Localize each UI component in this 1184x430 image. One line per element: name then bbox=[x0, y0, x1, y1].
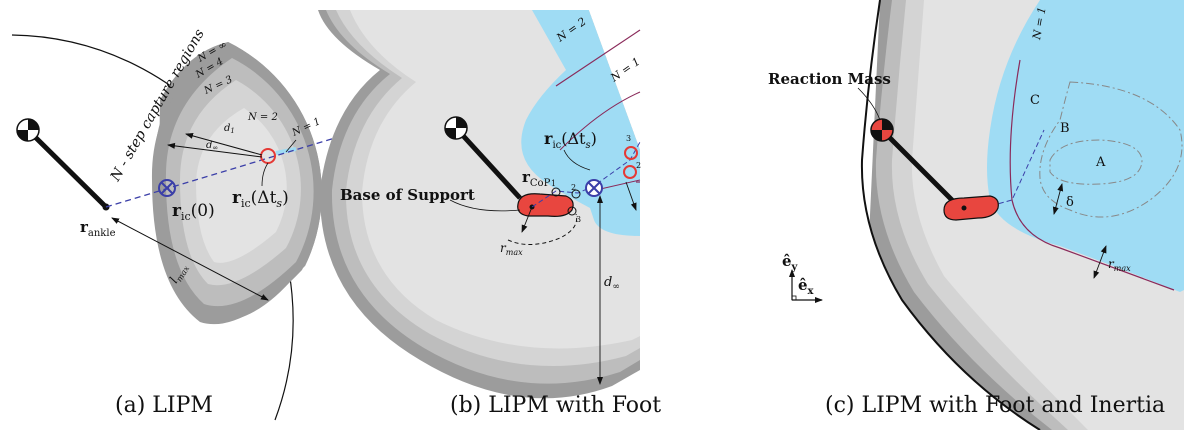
icp-predicted-b-2 bbox=[623, 165, 637, 179]
d1-arrow bbox=[185, 132, 263, 156]
rmax-arrow-b bbox=[521, 206, 533, 233]
ic-dashed-c bbox=[967, 129, 1045, 213]
label-n1-c: N = 1 bbox=[1030, 6, 1049, 42]
cop-candidate-1 bbox=[551, 187, 561, 197]
ric-dt-leader bbox=[261, 162, 269, 187]
d0-arrow bbox=[625, 181, 637, 211]
rmax-arrow-c bbox=[1093, 245, 1107, 279]
com-marker-b-q2 bbox=[445, 128, 456, 139]
pendulum-rod-c bbox=[880, 128, 962, 210]
label-rcop: rCoP bbox=[522, 168, 551, 189]
n1-leader bbox=[285, 139, 297, 153]
cop-candidate-2 bbox=[571, 189, 581, 199]
com-marker-c-q2 bbox=[871, 130, 882, 141]
foot-pt2: 2 bbox=[571, 183, 576, 192]
capture-region-c-n1 bbox=[987, 0, 1184, 292]
dinf-arrow bbox=[167, 142, 263, 158]
base-leader bbox=[449, 199, 521, 212]
label-base-of-support: Base of Support bbox=[340, 186, 475, 204]
pendulum-rod bbox=[26, 128, 108, 209]
icp-pt3: 3 bbox=[626, 134, 631, 143]
label-a: A bbox=[1095, 155, 1106, 170]
label-dinf: d∞ bbox=[206, 140, 218, 152]
caption-c: (c) LIPM with Foot and Inertia bbox=[825, 393, 1166, 418]
axis-ex-label-2: êx bbox=[798, 276, 815, 297]
label-rmax-c: rmax bbox=[1108, 257, 1131, 273]
caption-a: (a) LIPM bbox=[115, 393, 213, 418]
label-rmax-b: rmax bbox=[500, 241, 523, 257]
n1-boundary-c bbox=[1009, 59, 1175, 291]
foot-pt1: 1 bbox=[551, 179, 556, 188]
lmax-dimension bbox=[111, 217, 269, 301]
pendulum-rod-b bbox=[454, 126, 522, 200]
com-marker-b-q1 bbox=[456, 117, 467, 128]
foot-base-of-support bbox=[517, 193, 574, 217]
label-ric-dt: ric(Δts) bbox=[232, 188, 289, 210]
label-reaction-mass: Reaction Mass bbox=[768, 70, 891, 88]
label-b: B bbox=[1060, 121, 1070, 136]
label-d1: d1 bbox=[224, 123, 235, 135]
label-dinf-b: d∞ bbox=[604, 275, 620, 292]
icp-direction-line bbox=[105, 133, 349, 208]
axis-ey-label-2: êy bbox=[782, 252, 799, 273]
label-c: C bbox=[1030, 93, 1040, 108]
region-a-loop bbox=[1049, 139, 1143, 185]
rmax-arc bbox=[507, 213, 578, 245]
icp-pt2: 2 bbox=[636, 161, 641, 170]
boundary-c-outer bbox=[860, 0, 1041, 430]
caption-b: (b) LIPM with Foot bbox=[450, 393, 662, 418]
label-ric-dt-b: ric(Δts) bbox=[544, 129, 597, 151]
com-marker-c-q1 bbox=[882, 119, 893, 130]
icp-predicted-b-3 bbox=[624, 146, 638, 160]
n1-boundary-upper bbox=[555, 29, 641, 87]
foot-c-center bbox=[961, 205, 967, 211]
icp-current-b-icon bbox=[585, 179, 603, 197]
reaction-mass-leader bbox=[857, 87, 881, 121]
label-ric0: ric(0) bbox=[172, 201, 215, 223]
com-marker-quadrant-2 bbox=[17, 130, 28, 141]
axes-icon-2: êy êx bbox=[782, 252, 823, 303]
panel-a: N - step capture regions N = ∞ N = 4 N =… bbox=[11, 26, 349, 421]
com-marker-quadrant-1 bbox=[28, 119, 39, 130]
n1-capture-segment bbox=[275, 147, 297, 155]
foot-c bbox=[943, 195, 999, 221]
panel-b: 1 2 3 3 2 d∞ N = 2 N = 1 ric(Δts) rCoP B… bbox=[318, 10, 643, 399]
label-delta: δ bbox=[1066, 195, 1074, 210]
ic-path-lower bbox=[595, 179, 641, 191]
icp-initial-icon bbox=[158, 179, 176, 197]
foot-pt3: 3 bbox=[576, 215, 581, 224]
label-n2: N = 2 bbox=[247, 112, 278, 123]
label-n1-b: N = 1 bbox=[607, 55, 642, 85]
region-b-loop bbox=[1039, 81, 1183, 218]
ic-path-upper bbox=[559, 91, 641, 151]
cop-candidate-3 bbox=[567, 206, 577, 216]
label-rankle: rankle bbox=[80, 218, 116, 239]
panel-c: δ rmax N = 1 A B C Reaction Mass bbox=[768, 0, 1184, 430]
ric-leader-b bbox=[563, 149, 591, 171]
delta-arrow bbox=[1052, 183, 1064, 215]
